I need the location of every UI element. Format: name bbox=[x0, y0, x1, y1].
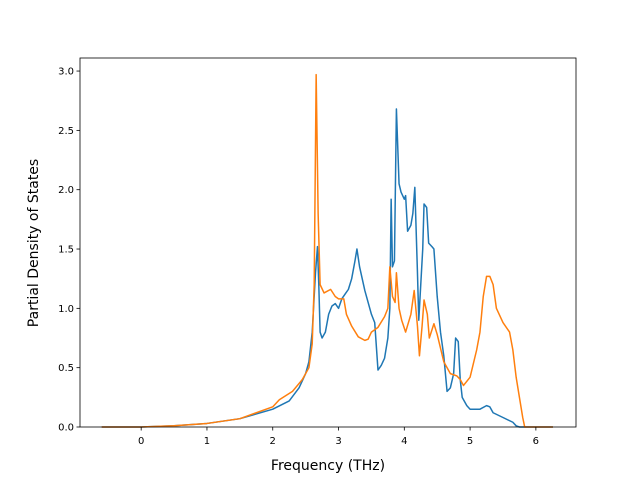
y-tick-label: 1.0 bbox=[58, 304, 74, 315]
y-tick-label: 2.5 bbox=[58, 126, 74, 137]
series-line bbox=[101, 108, 553, 428]
x-tick-label: 6 bbox=[533, 436, 539, 447]
x-tick-label: 5 bbox=[467, 436, 473, 447]
y-tick-label: 0.5 bbox=[58, 363, 74, 374]
plot-frame bbox=[79, 57, 577, 428]
y-axis-label: Partial Density of States bbox=[26, 159, 42, 327]
x-tick-label: 2 bbox=[270, 436, 276, 447]
series-line bbox=[101, 73, 553, 428]
x-tick-label: 1 bbox=[204, 436, 210, 447]
y-tick-label: 1.5 bbox=[58, 245, 74, 256]
y-tick-label: 3.0 bbox=[58, 67, 74, 78]
y-tick-label: 2.0 bbox=[58, 185, 74, 196]
x-tick-label: 4 bbox=[401, 436, 407, 447]
x-axis-label: Frequency (THz) bbox=[271, 458, 385, 474]
y-tick-label: 0.0 bbox=[58, 423, 74, 434]
x-tick-label: 3 bbox=[335, 436, 341, 447]
x-tick-label: 0 bbox=[138, 436, 144, 447]
